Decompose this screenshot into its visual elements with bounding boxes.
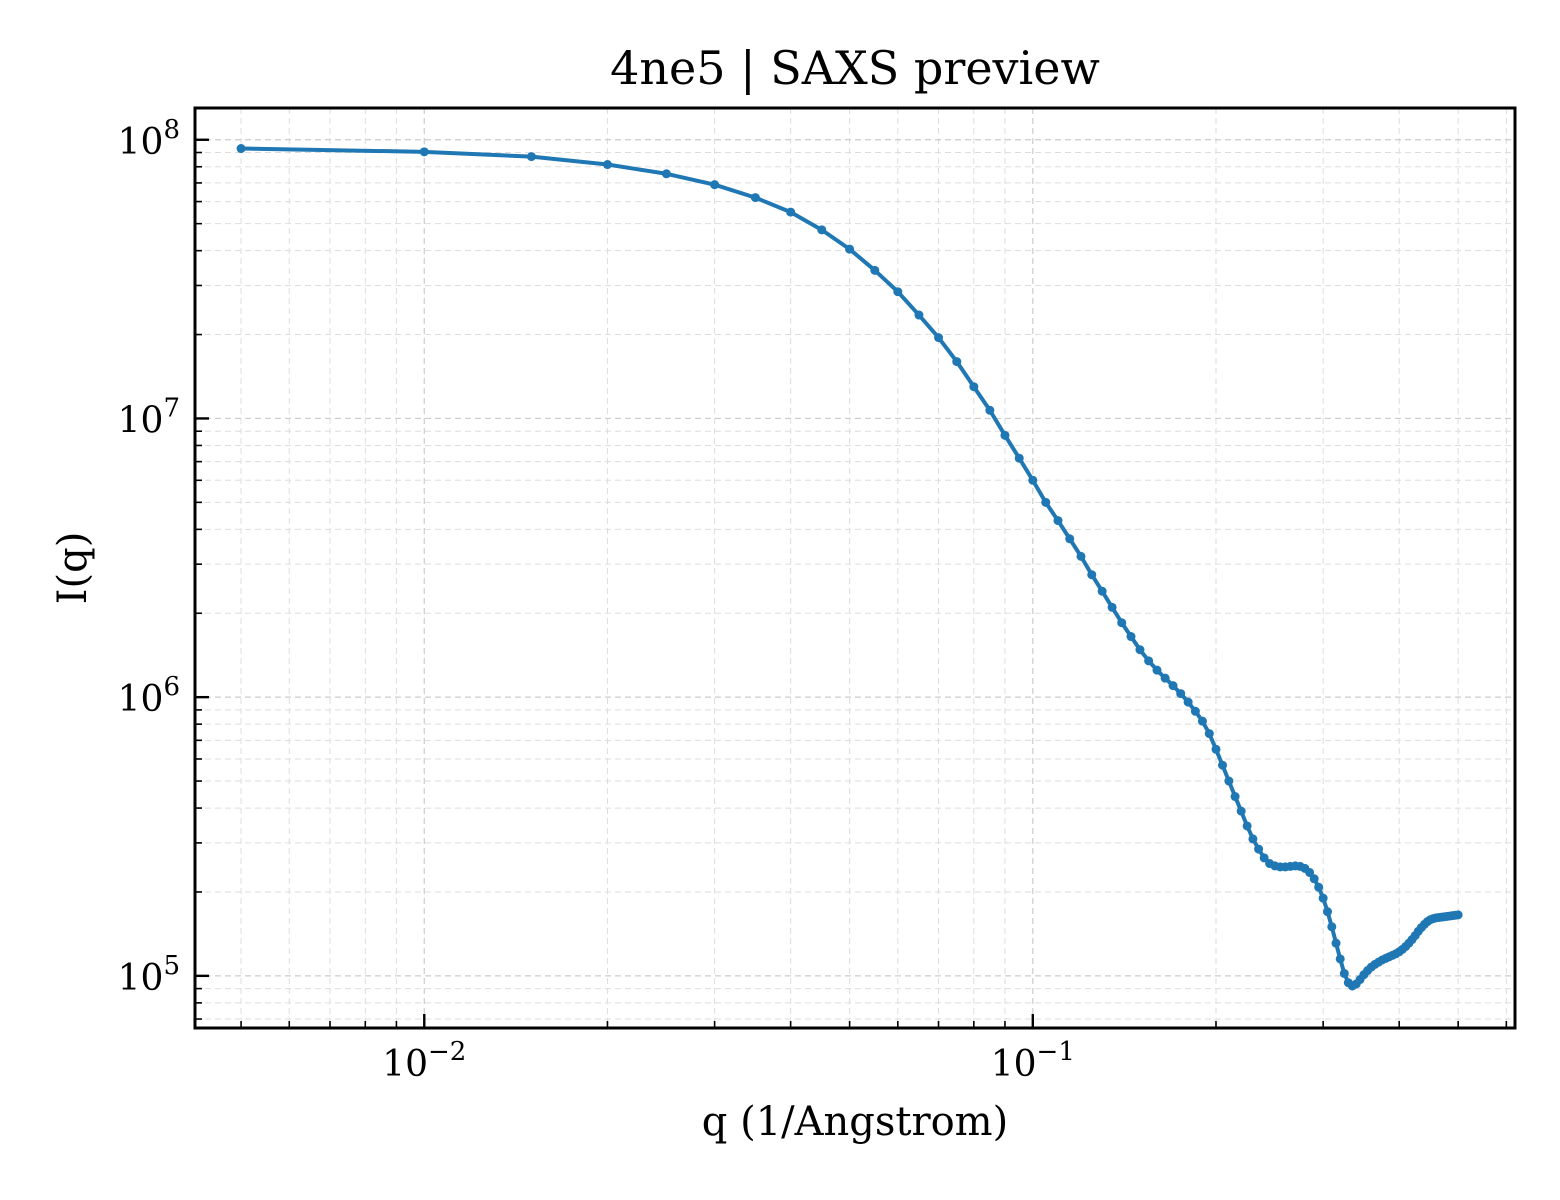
y-tick-label: 106 [118, 672, 180, 720]
data-point [1211, 744, 1221, 754]
data-point [1309, 874, 1319, 884]
data-point [1176, 689, 1186, 699]
x-axis-label: q (1/Angstrom) [702, 1099, 1008, 1145]
data-point [934, 333, 944, 343]
data-point [1323, 907, 1333, 917]
data-point [1028, 475, 1038, 485]
chart-title: 4ne5 | SAXS preview [610, 41, 1100, 95]
y-tick-label: 108 [118, 115, 180, 163]
data-point [1144, 656, 1154, 666]
data-point [1339, 968, 1349, 978]
data-point [661, 169, 671, 179]
data-point [870, 265, 880, 275]
data-point [1218, 760, 1228, 770]
data-point [710, 180, 720, 190]
data-point [1190, 706, 1200, 716]
data-point [914, 310, 924, 320]
data-point [845, 244, 855, 254]
data-point [1230, 792, 1240, 802]
data-point [1000, 430, 1010, 440]
data-point [1087, 570, 1097, 580]
data-point [1065, 534, 1075, 544]
ticks: 10−2 10−1 105 106 107 108 [118, 115, 1508, 1085]
data-point [1053, 516, 1063, 526]
data-point [1197, 716, 1207, 726]
data-point [1076, 551, 1086, 561]
y-axis-label: I(q) [50, 532, 96, 605]
data-point [1248, 834, 1258, 844]
data-point [1331, 938, 1341, 948]
data-point [1097, 586, 1107, 596]
data-point [1168, 681, 1178, 691]
data-point [1183, 697, 1193, 707]
data-point [1204, 729, 1214, 739]
data-point [1224, 776, 1234, 786]
data-point [1305, 867, 1315, 877]
series-layer [236, 144, 1463, 991]
data-point [893, 287, 903, 297]
plot-frame [193, 106, 1517, 1030]
data-point [1236, 806, 1246, 816]
data-point [1318, 893, 1328, 903]
x-tick-label: 10−2 [382, 1037, 466, 1085]
data-point [985, 405, 995, 415]
data-point [786, 207, 796, 217]
data-point [1259, 853, 1269, 863]
data-point [236, 144, 246, 154]
data-point [1160, 673, 1170, 683]
data-point [526, 152, 536, 162]
y-tick-label: 105 [118, 951, 180, 999]
grid [195, 108, 1515, 1028]
y-tick-label: 107 [118, 393, 180, 441]
data-point [1135, 645, 1145, 655]
data-point [1327, 922, 1337, 932]
x-tick-label: 10−1 [991, 1037, 1075, 1085]
data-point [1152, 665, 1162, 675]
data-point [1117, 618, 1127, 628]
data-point [419, 147, 429, 157]
data-point [1242, 821, 1252, 831]
data-point [1126, 632, 1136, 642]
data-point [1107, 602, 1117, 612]
data-point [817, 225, 827, 235]
data-point [1335, 954, 1345, 964]
data-point [1254, 844, 1264, 854]
data-point [602, 160, 612, 170]
data-point [750, 193, 760, 203]
data-point [1453, 910, 1463, 920]
data-point [1041, 497, 1051, 507]
data-point [1014, 453, 1024, 463]
data-point [952, 357, 962, 367]
data-point [969, 382, 979, 392]
data-point [1314, 882, 1324, 892]
